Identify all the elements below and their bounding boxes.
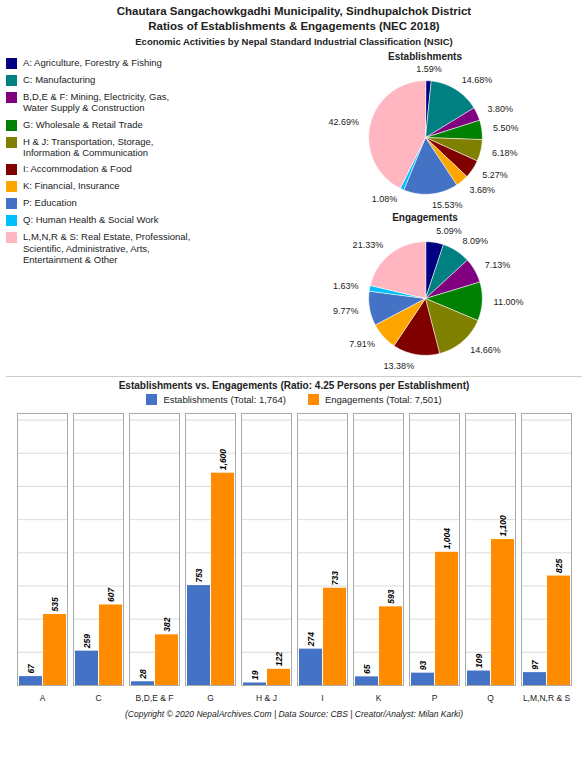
svg-text:274: 274 bbox=[306, 632, 316, 647]
svg-text:7.13%: 7.13% bbox=[485, 259, 511, 269]
html-text:Q: Human Health & Social Work: Q: Human Health & Social Work bbox=[23, 214, 159, 226]
html-text:C: Manufacturing: C: Manufacturing bbox=[23, 73, 96, 85]
svg-text:14.66%: 14.66% bbox=[470, 345, 501, 355]
svg-text:42.69%: 42.69% bbox=[329, 117, 360, 127]
svg-text:122: 122 bbox=[274, 652, 284, 666]
svg-text:28: 28 bbox=[138, 669, 148, 680]
svg-text:97: 97 bbox=[530, 659, 540, 670]
html-text:Establishments: Establishments bbox=[388, 50, 462, 62]
svg-text:382: 382 bbox=[162, 618, 172, 632]
html-text:Chautara Sangachowkgadhi Munic: Chautara Sangachowkgadhi Municipality, S… bbox=[116, 5, 472, 32]
svg-text:6.18%: 6.18% bbox=[492, 148, 518, 158]
svg-text:L,M,N,R & S: L,M,N,R & S bbox=[523, 693, 571, 703]
html-text:Establishments vs. Engagements: Establishments vs. Engagements (Ratio: 4… bbox=[118, 379, 470, 391]
svg-text:93: 93 bbox=[418, 661, 428, 671]
svg-text:1,004: 1,004 bbox=[442, 528, 452, 550]
html-text:Economic Activities by Nepal S: Economic Activities by Nepal Standard In… bbox=[135, 35, 453, 47]
svg-text:593: 593 bbox=[386, 590, 396, 604]
html-text:G: Wholesale & Retail Trade: G: Wholesale & Retail Trade bbox=[23, 118, 143, 130]
svg-text:733: 733 bbox=[330, 571, 340, 585]
svg-text:259: 259 bbox=[82, 634, 92, 649]
svg-text:109: 109 bbox=[474, 654, 484, 668]
html-text:L,M,N,R & S: Real Estate, Prof: L,M,N,R & S: Real Estate, Professional, … bbox=[23, 231, 191, 266]
html-text:Establishments (Total: 1,764): Establishments (Total: 1,764) bbox=[163, 393, 286, 405]
svg-text:5.50%: 5.50% bbox=[493, 123, 519, 133]
svg-text:19: 19 bbox=[250, 671, 260, 681]
html-text:A: Agriculture, Forestry & Fis: A: Agriculture, Forestry & Fishing bbox=[23, 56, 162, 68]
html-text:B,D,E & F: Mining, Electricity: B,D,E & F: Mining, Electricity, Gas, Wat… bbox=[23, 90, 170, 114]
html-text:(Copyright © 2020 NepalArchive: (Copyright © 2020 NepalArchives.Com | Da… bbox=[125, 709, 463, 720]
svg-text:Q: Q bbox=[487, 693, 494, 703]
svg-text:535: 535 bbox=[50, 597, 60, 611]
svg-text:1.08%: 1.08% bbox=[372, 194, 398, 204]
svg-text:607: 607 bbox=[106, 587, 116, 602]
svg-text:P: P bbox=[432, 693, 438, 703]
svg-text:1.63%: 1.63% bbox=[333, 281, 359, 291]
svg-text:5.27%: 5.27% bbox=[482, 170, 508, 180]
html-text:I: Accommodation & Food: I: Accommodation & Food bbox=[23, 163, 132, 175]
svg-text:825: 825 bbox=[554, 559, 564, 573]
svg-text:1.59%: 1.59% bbox=[416, 64, 442, 74]
html-text:P: Education: P: Education bbox=[23, 197, 77, 209]
html-text:Engagements (Total: 7,501): Engagements (Total: 7,501) bbox=[324, 393, 442, 405]
svg-text:H & J: H & J bbox=[256, 693, 277, 703]
html-text:K: Financial, Insurance: K: Financial, Insurance bbox=[23, 180, 120, 192]
svg-text:8.09%: 8.09% bbox=[463, 236, 489, 246]
svg-text:7.91%: 7.91% bbox=[349, 339, 375, 349]
svg-text:14.68%: 14.68% bbox=[462, 75, 493, 85]
svg-text:C: C bbox=[95, 693, 101, 703]
html-text:Engagements: Engagements bbox=[392, 211, 458, 223]
svg-text:1,600: 1,600 bbox=[218, 449, 228, 471]
svg-text:A: A bbox=[40, 693, 46, 703]
svg-text:21.33%: 21.33% bbox=[353, 240, 384, 250]
svg-text:3.80%: 3.80% bbox=[487, 104, 513, 114]
svg-text:G: G bbox=[207, 693, 214, 703]
svg-text:K: K bbox=[376, 693, 382, 703]
svg-text:13.38%: 13.38% bbox=[384, 360, 415, 370]
html-text:H & J: Transportation, Storage: H & J: Transportation, Storage, Informat… bbox=[23, 135, 154, 158]
svg-text:11.00%: 11.00% bbox=[494, 297, 524, 307]
svg-text:B,D,E & F: B,D,E & F bbox=[136, 693, 174, 703]
svg-text:5.09%: 5.09% bbox=[436, 226, 462, 236]
svg-text:I: I bbox=[321, 693, 323, 703]
svg-text:9.77%: 9.77% bbox=[333, 305, 359, 315]
svg-text:65: 65 bbox=[362, 664, 372, 674]
svg-text:15.53%: 15.53% bbox=[432, 200, 463, 210]
svg-text:67: 67 bbox=[26, 663, 36, 674]
svg-text:753: 753 bbox=[194, 568, 204, 582]
svg-text:3.68%: 3.68% bbox=[469, 184, 495, 194]
svg-text:1,100: 1,100 bbox=[498, 515, 508, 537]
